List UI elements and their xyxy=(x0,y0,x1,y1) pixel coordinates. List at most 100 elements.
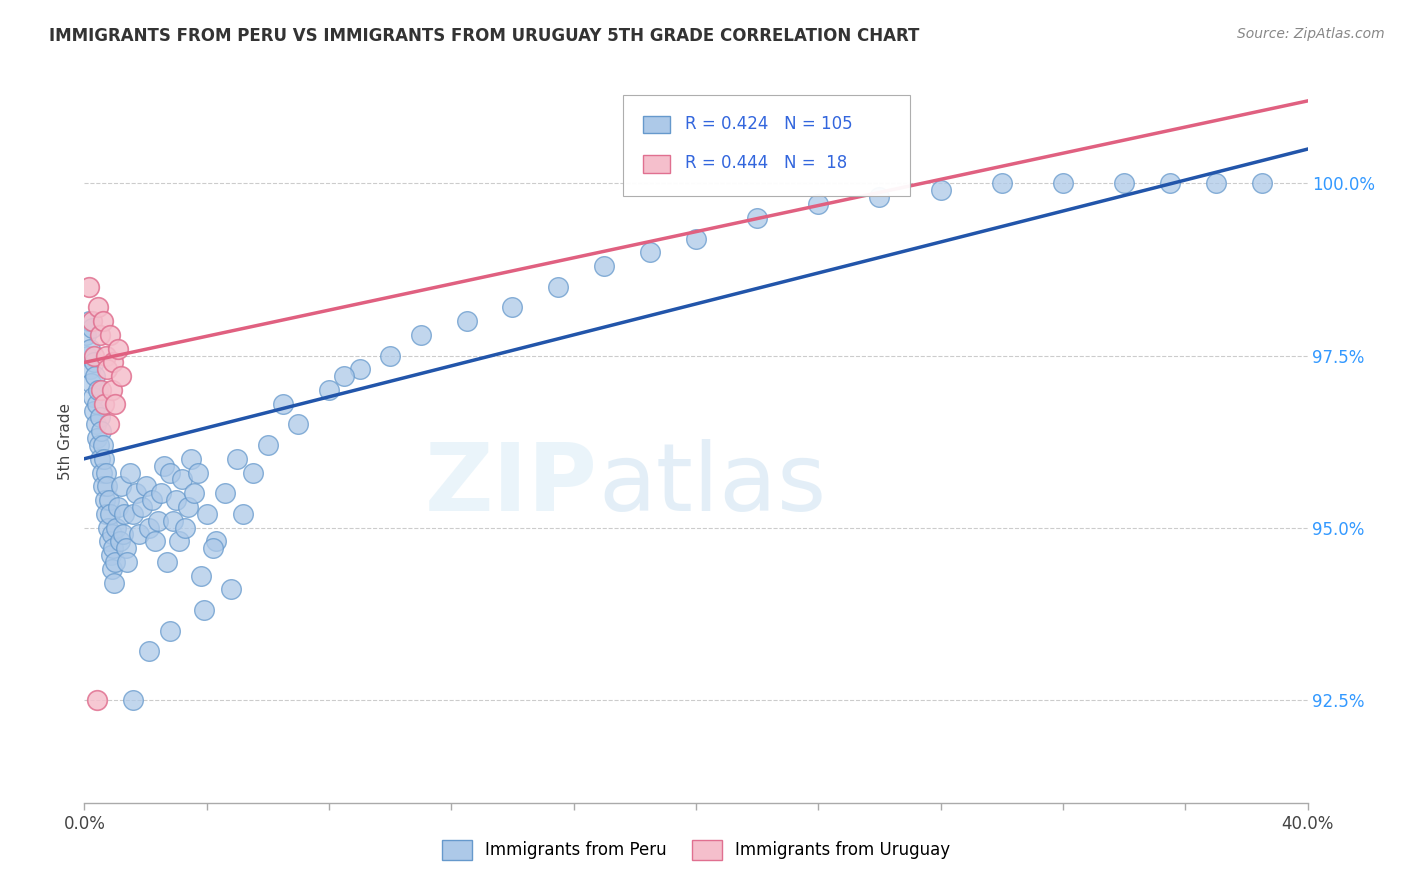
Point xyxy=(115,555,138,569)
Point xyxy=(159,624,181,638)
Point xyxy=(87,301,110,315)
Point xyxy=(120,466,142,480)
Point xyxy=(380,349,402,363)
Point xyxy=(638,245,661,260)
Point xyxy=(97,493,120,508)
Point xyxy=(747,211,769,225)
Point xyxy=(111,527,134,541)
Point xyxy=(103,355,125,369)
Point xyxy=(167,534,190,549)
Point xyxy=(242,466,264,480)
Point xyxy=(96,362,118,376)
Point xyxy=(91,314,114,328)
Point xyxy=(107,342,129,356)
Point xyxy=(1114,177,1136,191)
Point xyxy=(80,314,103,328)
FancyBboxPatch shape xyxy=(644,155,671,173)
Point xyxy=(195,507,218,521)
Point xyxy=(94,349,117,363)
Point xyxy=(149,486,172,500)
Point xyxy=(79,362,101,376)
Point xyxy=(93,451,115,466)
Point xyxy=(1052,177,1074,191)
Point xyxy=(685,231,707,245)
Point xyxy=(1250,177,1272,191)
Point xyxy=(174,520,197,534)
Text: Source: ZipAtlas.com: Source: ZipAtlas.com xyxy=(1237,27,1385,41)
Point xyxy=(100,548,122,562)
Point xyxy=(180,451,202,466)
Point xyxy=(101,562,124,576)
Point xyxy=(287,417,309,432)
Point xyxy=(214,486,236,500)
Point xyxy=(80,321,103,335)
Point xyxy=(141,493,163,508)
Point xyxy=(190,568,212,582)
Point xyxy=(108,534,131,549)
Point xyxy=(80,376,103,390)
Point xyxy=(105,520,128,534)
Point xyxy=(156,555,179,569)
Point xyxy=(98,327,121,342)
Point xyxy=(75,327,97,342)
Point xyxy=(593,259,616,273)
Point xyxy=(91,479,114,493)
Point xyxy=(257,438,280,452)
Point xyxy=(135,479,157,493)
Point xyxy=(177,500,200,514)
Point xyxy=(96,479,118,493)
Point xyxy=(77,279,100,293)
Point xyxy=(271,397,294,411)
Point xyxy=(82,390,104,404)
Point xyxy=(318,383,340,397)
Point xyxy=(165,493,187,508)
Point xyxy=(122,692,145,706)
Point xyxy=(90,383,112,397)
Point xyxy=(159,466,181,480)
Point xyxy=(333,369,356,384)
Point xyxy=(91,438,114,452)
Text: atlas: atlas xyxy=(598,439,827,531)
Point xyxy=(96,507,118,521)
Point xyxy=(94,466,117,480)
Point xyxy=(122,507,145,521)
Text: IMMIGRANTS FROM PERU VS IMMIGRANTS FROM URUGUAY 5TH GRADE CORRELATION CHART: IMMIGRANTS FROM PERU VS IMMIGRANTS FROM … xyxy=(49,27,920,45)
Point xyxy=(929,183,952,197)
Point xyxy=(193,603,215,617)
Point xyxy=(409,327,432,342)
Point xyxy=(94,493,117,508)
Point xyxy=(97,520,120,534)
Point xyxy=(83,403,105,417)
Point xyxy=(87,438,110,452)
Point xyxy=(103,575,125,590)
Point xyxy=(83,349,105,363)
Point xyxy=(110,479,132,493)
Point xyxy=(77,314,100,328)
Point xyxy=(349,362,371,376)
Point xyxy=(138,644,160,658)
Point xyxy=(89,327,111,342)
FancyBboxPatch shape xyxy=(644,116,671,133)
Point xyxy=(83,355,105,369)
Point xyxy=(104,555,127,569)
Legend: Immigrants from Peru, Immigrants from Uruguay: Immigrants from Peru, Immigrants from Ur… xyxy=(434,833,957,867)
Point xyxy=(101,527,124,541)
Point xyxy=(172,472,194,486)
Point xyxy=(991,177,1014,191)
Point xyxy=(76,349,98,363)
Point xyxy=(807,197,830,211)
Point xyxy=(112,507,135,521)
Point xyxy=(138,520,160,534)
Point xyxy=(205,534,228,549)
Point xyxy=(1159,177,1181,191)
Point xyxy=(87,383,110,397)
Point xyxy=(84,417,107,432)
Point xyxy=(186,466,208,480)
Point xyxy=(110,369,132,384)
Text: R = 0.424   N = 105: R = 0.424 N = 105 xyxy=(685,115,852,133)
Point xyxy=(84,369,107,384)
Point xyxy=(1205,177,1227,191)
Point xyxy=(91,466,114,480)
Point xyxy=(232,507,254,521)
Point xyxy=(226,451,249,466)
